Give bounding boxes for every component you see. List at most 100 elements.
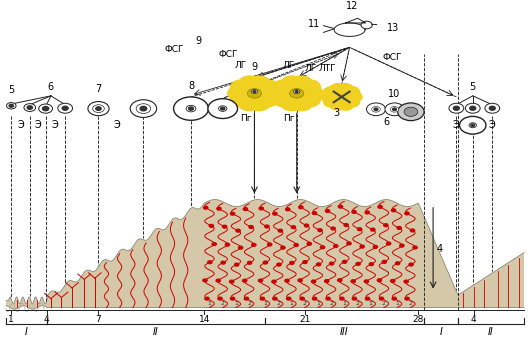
Circle shape <box>249 225 253 228</box>
Circle shape <box>251 90 258 94</box>
Circle shape <box>318 229 322 232</box>
Circle shape <box>398 103 424 121</box>
Text: Э: Э <box>113 120 120 130</box>
Text: ЛТГ: ЛТГ <box>319 64 336 73</box>
Circle shape <box>291 97 312 111</box>
Text: 5: 5 <box>470 82 476 92</box>
Text: 2: 2 <box>356 301 359 306</box>
Circle shape <box>290 261 294 264</box>
Circle shape <box>321 246 325 249</box>
Circle shape <box>312 280 316 283</box>
Circle shape <box>259 207 263 210</box>
Circle shape <box>361 21 372 29</box>
Circle shape <box>186 105 196 112</box>
Circle shape <box>392 209 396 212</box>
Circle shape <box>292 226 296 229</box>
Circle shape <box>325 209 330 212</box>
Circle shape <box>6 103 16 109</box>
Text: 6: 6 <box>48 82 54 92</box>
Circle shape <box>39 104 52 113</box>
Text: 1: 1 <box>342 301 346 306</box>
Text: ЛГ: ЛГ <box>282 61 295 70</box>
Circle shape <box>307 242 312 245</box>
Text: ФСГ: ФСГ <box>382 53 402 62</box>
Circle shape <box>404 280 408 283</box>
Circle shape <box>294 244 298 246</box>
Text: Э: Э <box>52 120 58 130</box>
Circle shape <box>208 99 237 118</box>
Circle shape <box>231 212 235 215</box>
Circle shape <box>294 90 300 94</box>
Circle shape <box>273 297 277 300</box>
Circle shape <box>136 104 151 114</box>
Circle shape <box>212 242 216 245</box>
Circle shape <box>88 102 109 116</box>
Polygon shape <box>346 18 366 23</box>
Circle shape <box>469 123 476 128</box>
Text: ЛГ: ЛГ <box>235 61 248 70</box>
Circle shape <box>303 261 307 264</box>
Circle shape <box>203 279 207 282</box>
Circle shape <box>405 212 409 215</box>
Circle shape <box>391 280 395 282</box>
Circle shape <box>299 93 320 107</box>
Text: ЛГ: ЛГ <box>304 64 316 73</box>
Circle shape <box>239 97 260 111</box>
Text: 4: 4 <box>437 244 443 254</box>
Circle shape <box>24 104 36 111</box>
Text: 2: 2 <box>276 301 280 306</box>
Circle shape <box>231 297 235 300</box>
Circle shape <box>304 224 308 227</box>
Circle shape <box>365 297 369 300</box>
Circle shape <box>218 106 227 111</box>
Circle shape <box>235 263 239 266</box>
Circle shape <box>324 97 340 107</box>
Circle shape <box>485 103 500 113</box>
Circle shape <box>58 103 73 113</box>
Circle shape <box>386 242 391 245</box>
Circle shape <box>373 245 377 248</box>
Text: 13: 13 <box>386 23 399 33</box>
Circle shape <box>244 297 249 300</box>
Circle shape <box>223 225 227 228</box>
Circle shape <box>331 227 335 230</box>
Circle shape <box>236 229 240 232</box>
Circle shape <box>372 106 381 112</box>
Text: Э: Э <box>34 120 41 130</box>
Circle shape <box>374 108 378 111</box>
Text: 3: 3 <box>333 108 339 118</box>
Circle shape <box>272 280 276 283</box>
Circle shape <box>260 297 264 300</box>
Circle shape <box>453 106 460 110</box>
Circle shape <box>405 297 409 300</box>
Circle shape <box>295 91 298 93</box>
Circle shape <box>277 263 281 266</box>
Circle shape <box>231 80 252 94</box>
Text: 4: 4 <box>44 315 49 324</box>
Circle shape <box>221 261 225 264</box>
Circle shape <box>62 106 68 110</box>
Text: 2: 2 <box>303 301 307 306</box>
Circle shape <box>379 297 384 300</box>
Circle shape <box>289 89 304 98</box>
Text: Пг: Пг <box>240 114 252 123</box>
Circle shape <box>330 99 346 110</box>
Text: 1: 1 <box>316 301 320 306</box>
Text: 2: 2 <box>247 301 251 306</box>
Circle shape <box>390 106 399 112</box>
Text: III: III <box>340 327 349 337</box>
Circle shape <box>263 261 268 264</box>
Circle shape <box>239 76 260 90</box>
Circle shape <box>352 297 357 300</box>
Text: 9: 9 <box>251 62 258 72</box>
Circle shape <box>465 103 480 113</box>
Circle shape <box>382 261 386 263</box>
Circle shape <box>378 205 382 208</box>
Circle shape <box>218 297 222 300</box>
Text: 21: 21 <box>299 315 311 324</box>
Circle shape <box>257 93 278 107</box>
Circle shape <box>225 243 229 246</box>
Polygon shape <box>6 200 524 309</box>
Text: II: II <box>153 327 158 337</box>
Circle shape <box>347 242 351 245</box>
